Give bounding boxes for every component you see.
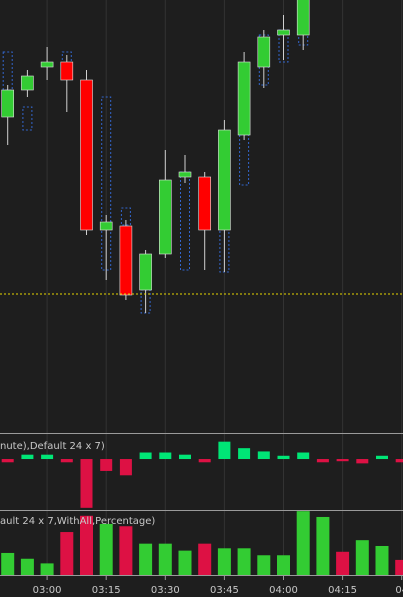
overlay-box xyxy=(120,207,131,226)
candle-body xyxy=(99,221,113,231)
bar xyxy=(336,551,350,575)
bar xyxy=(40,563,54,575)
candle-body xyxy=(218,129,231,231)
bar xyxy=(198,543,212,575)
bar xyxy=(257,451,270,460)
candle-body xyxy=(198,176,211,231)
candle-body xyxy=(237,61,251,136)
bar xyxy=(80,459,93,508)
candle-body xyxy=(21,75,34,91)
bar xyxy=(217,548,231,575)
bar xyxy=(376,455,388,460)
x-tick-label: 03:00 xyxy=(33,585,62,596)
bar xyxy=(355,540,369,575)
bar xyxy=(99,523,113,575)
bar xyxy=(119,526,133,575)
overlay-box xyxy=(2,51,13,91)
overlay-box xyxy=(101,96,112,271)
bar xyxy=(21,454,34,460)
candle-body xyxy=(40,61,54,68)
bar xyxy=(1,552,15,575)
bar xyxy=(218,441,231,460)
x-tick-label: 04:15 xyxy=(328,585,357,596)
bar xyxy=(395,459,403,463)
candle-body xyxy=(1,89,14,118)
bar xyxy=(277,555,290,575)
bar xyxy=(237,548,251,575)
bar xyxy=(356,459,369,464)
bar xyxy=(198,459,211,463)
bar xyxy=(297,452,310,460)
bar xyxy=(238,448,251,460)
bar xyxy=(159,452,172,460)
bar xyxy=(60,459,73,463)
x-tick-label: 03:15 xyxy=(92,585,121,596)
panel-label: nute),Default 24 x 7) xyxy=(0,441,105,452)
candle-body xyxy=(119,225,133,296)
candle-body xyxy=(178,171,192,178)
candle-body xyxy=(80,79,93,231)
bar xyxy=(20,558,34,575)
candle-body xyxy=(139,253,152,291)
bar xyxy=(277,455,290,460)
bar xyxy=(100,459,113,471)
x-tick-label: 04 xyxy=(395,585,403,596)
candle-body xyxy=(296,0,310,36)
bar xyxy=(316,516,330,575)
bar xyxy=(158,543,172,575)
bar xyxy=(41,454,54,460)
bar xyxy=(257,555,271,575)
bar xyxy=(179,454,191,460)
bar xyxy=(178,550,192,575)
x-tick-label: 04:00 xyxy=(269,585,298,596)
bar xyxy=(296,511,310,575)
bar xyxy=(375,545,389,575)
bar xyxy=(139,452,152,460)
bar xyxy=(139,543,153,575)
bar xyxy=(119,459,132,476)
overlay-box xyxy=(22,106,33,131)
bar xyxy=(316,459,329,463)
bar xyxy=(336,459,349,462)
bar xyxy=(395,559,403,575)
candle-body xyxy=(159,179,172,255)
candle-body xyxy=(257,36,271,68)
bar xyxy=(1,459,14,463)
panel-label: ault 24 x 7,WithAll,Percentage) xyxy=(0,516,155,527)
bar xyxy=(80,515,93,575)
bar xyxy=(60,532,74,575)
x-tick-label: 03:45 xyxy=(210,585,239,596)
candle-body xyxy=(277,29,290,36)
x-tick-label: 03:30 xyxy=(151,585,180,596)
candle-body xyxy=(60,61,74,81)
